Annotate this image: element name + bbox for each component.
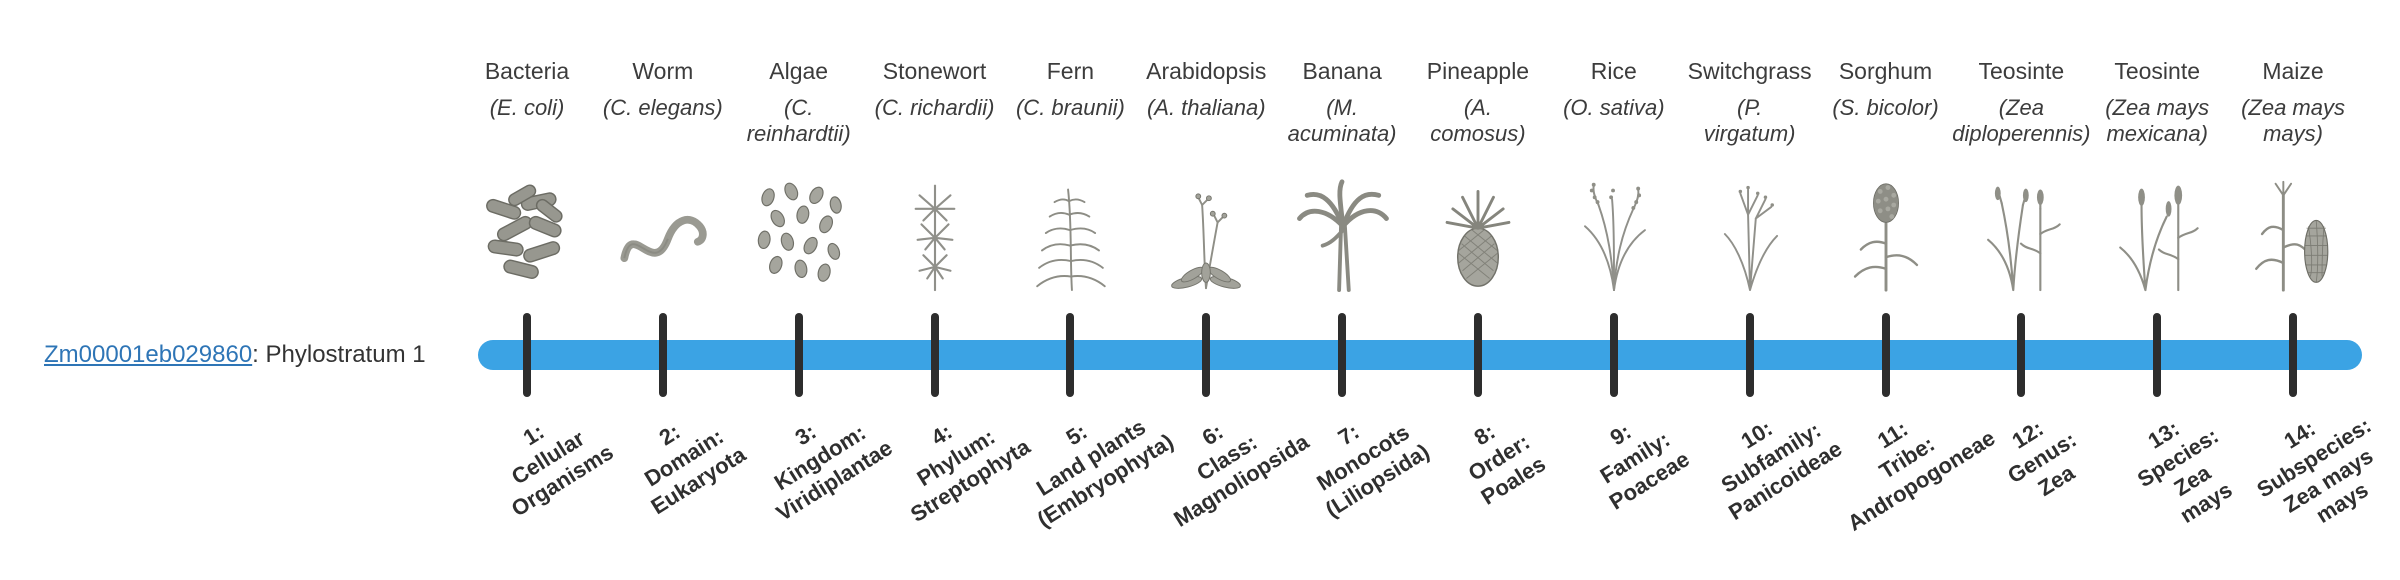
phylostratum-label: 11: Tribe: Andropogoneae xyxy=(1842,415,1999,536)
rice-icon xyxy=(1564,176,1664,292)
stonewort-icon xyxy=(885,176,985,292)
organism-column: Teosinte (Zea diploperennis) xyxy=(1933,58,2109,292)
timeline-tick xyxy=(1202,313,1211,397)
gene-stratum-text: : Phylostratum 1 xyxy=(252,341,426,368)
gene-label: Zm00001eb029860: Phylostratum 1 xyxy=(44,340,426,370)
organism-scientific-name: (Zea mays mexicana) xyxy=(2105,94,2210,147)
gene-link[interactable]: Zm00001eb029860 xyxy=(44,341,253,368)
organism-name: Switchgrass xyxy=(1687,58,1812,84)
algae-icon xyxy=(749,176,849,292)
timeline-tick xyxy=(1881,313,1890,397)
organism-column: Pineapple (A. comosus) xyxy=(1390,58,1566,292)
organism-scientific-name: (E. coli) xyxy=(489,94,565,120)
timeline-tick xyxy=(658,313,667,397)
timeline-tick xyxy=(2289,313,2298,397)
phylostratum-label: 9: Family: Poaceae xyxy=(1595,418,1694,515)
organism-name: Stonewort xyxy=(882,58,987,84)
organism-column: Stonewort (C. richardii) xyxy=(847,58,1023,292)
organism-scientific-name: (P. virgatum) xyxy=(1703,94,1796,147)
organism-name: Bacteria xyxy=(484,58,570,84)
timeline-tick xyxy=(930,313,939,397)
organism-scientific-name: (Zea diploperennis) xyxy=(1952,94,2091,147)
organism-name: Sorghum xyxy=(1838,58,1933,84)
arabidopsis-icon xyxy=(1156,176,1256,292)
timeline-tick xyxy=(523,313,531,397)
timeline-tick xyxy=(2017,313,2026,397)
organism-column: Maize (Zea mays mays) xyxy=(2205,58,2381,292)
organism-column: Bacteria (E. coli) xyxy=(439,58,615,292)
timeline-tick xyxy=(2153,313,2162,397)
organism-column: Sorghum (S. bicolor) xyxy=(1798,58,1974,292)
worm-icon xyxy=(613,176,713,292)
organism-scientific-name: (O. sativa) xyxy=(1563,94,1665,120)
organism-column: Rice (O. sativa) xyxy=(1526,58,1702,292)
organism-name: Teosinte xyxy=(1978,58,2065,84)
organism-scientific-name: (Zea mays mays) xyxy=(2241,94,2345,147)
organism-scientific-name: (C. richardii) xyxy=(874,94,995,120)
organism-scientific-name: (C. reinhardtii) xyxy=(746,94,851,147)
phylostratum-label: 3: Kingdom: Viridiplantae xyxy=(769,418,897,526)
organism-scientific-name: (M. acuminata) xyxy=(1287,94,1397,147)
phylostratum-label: 7: Monocots (Liliopsida) xyxy=(1312,418,1434,522)
organism-scientific-name: (C. braunii) xyxy=(1015,94,1125,120)
phylostratum-label: 14: Subspecies: Zea mays mays xyxy=(2252,412,2378,529)
phylostratum-label: 10: Subfamily: Panicoideae xyxy=(1716,415,1846,525)
organism-column: Arabidopsis (A. thaliana) xyxy=(1118,58,1294,292)
organism-name: Banana xyxy=(1302,58,1382,84)
organism-name: Fern xyxy=(1046,58,1095,84)
organism-name: Worm xyxy=(632,58,694,84)
pineapple-icon xyxy=(1428,176,1528,292)
organism-name: Pineapple xyxy=(1426,58,1530,84)
organism-column: Switchgrass (P. virgatum) xyxy=(1662,58,1838,292)
bacteria-icon xyxy=(477,176,577,292)
timeline-tick xyxy=(1745,313,1754,397)
timeline-tick xyxy=(1473,313,1482,397)
phylostratum-label: 13: Species: Zea mays xyxy=(2133,415,2237,529)
sorghum-icon xyxy=(1836,176,1936,292)
timeline-tick xyxy=(794,313,803,397)
phylostratum-bar xyxy=(478,340,2362,370)
organism-column: Teosinte (Zea mays mexicana) xyxy=(2069,58,2245,292)
phylostratum-label: 1: Cellular Organisms xyxy=(506,418,618,522)
organism-scientific-name: (A. comosus) xyxy=(1430,94,1526,147)
timeline-tick xyxy=(1066,313,1075,397)
organism-scientific-name: (C. elegans) xyxy=(602,94,723,120)
organism-column: Fern (C. braunii) xyxy=(982,58,1158,292)
timeline-tick xyxy=(1338,313,1347,397)
timeline-tick xyxy=(1609,313,1618,397)
teosinte-mexicana-icon xyxy=(2107,176,2207,292)
banana-icon xyxy=(1292,176,1392,292)
organism-name: Arabidopsis xyxy=(1146,58,1267,84)
organism-column: Algae (C. reinhardtii) xyxy=(711,58,887,292)
organism-name: Algae xyxy=(769,58,829,84)
organism-scientific-name: (S. bicolor) xyxy=(1832,94,1939,120)
teosinte-diploperennis-icon xyxy=(1971,176,2071,292)
organism-column: Worm (C. elegans) xyxy=(575,58,751,292)
switchgrass-icon xyxy=(1700,176,1800,292)
organism-name: Rice xyxy=(1590,58,1637,84)
organism-name: Teosinte xyxy=(2114,58,2201,84)
organism-column: Banana (M. acuminata) xyxy=(1254,58,1430,292)
maize-icon xyxy=(2243,176,2343,292)
organism-scientific-name: (A. thaliana) xyxy=(1146,94,1266,120)
phylostratum-label: 6: Class: Magnoliopsida xyxy=(1169,418,1314,532)
phylostratum-label: 8: Order: Poales xyxy=(1463,418,1550,510)
phylostratum-label: 2: Domain: Eukaryota xyxy=(639,418,750,519)
phylostratum-label: 12: Genus: Zea xyxy=(2003,415,2081,501)
phylostratum-label: 4: Phylum: Streptophyta xyxy=(905,418,1034,527)
fern-icon xyxy=(1020,176,1120,292)
organism-name: Maize xyxy=(2262,58,2324,84)
